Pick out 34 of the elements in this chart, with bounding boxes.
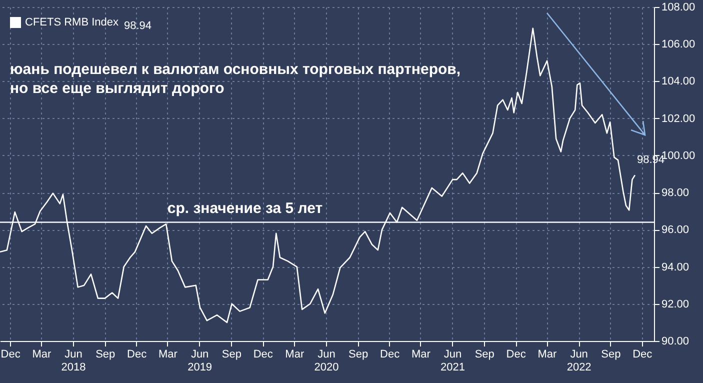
- x-tick-label: Dec: [0, 348, 21, 360]
- y-tick-label: 108.00: [662, 2, 696, 14]
- x-tick-label: Jun 2018: [61, 348, 86, 374]
- x-tick-label: Dec: [127, 348, 148, 360]
- x-tick-label: Dec: [632, 348, 653, 360]
- y-tick-label: 94.00: [662, 261, 690, 274]
- x-tick-label: Dec: [253, 348, 274, 360]
- ref-line-label: ср. значение за 5 лет: [167, 200, 323, 218]
- y-tick-label: 92.00: [662, 298, 690, 310]
- x-tick-label: Dec: [506, 348, 526, 360]
- x-tick-label: Sep: [222, 348, 242, 360]
- x-tick-label: Sep: [474, 348, 494, 360]
- x-tick-label: Mar: [411, 348, 431, 360]
- legend-label: CFETS RMB Index: [25, 16, 120, 28]
- y-tick-label: 90.00: [662, 336, 690, 348]
- x-tick-label: Sep: [348, 348, 368, 360]
- x-tick-label: Sep: [96, 348, 116, 360]
- x-tick-label: Mar: [538, 348, 558, 360]
- x-tick-label: Jun 2019: [188, 348, 212, 374]
- y-tick-label: 104.00: [662, 76, 696, 88]
- y-tick-label: 98.00: [662, 187, 690, 200]
- annotation: юань подешевел к валютам основных торговых партнеров, но все еще выглядит дорого: [10, 61, 461, 97]
- y-tick-label: 96.00: [662, 224, 690, 236]
- x-tick-label: Mar: [32, 348, 52, 360]
- y-tick-label: 106.00: [662, 38, 696, 51]
- text: 98.94: [124, 20, 152, 32]
- x-tick-label: Jun 2021: [440, 348, 466, 374]
- x-tick-label: Sep: [601, 348, 621, 360]
- x-tick-label: Dec: [380, 348, 400, 360]
- x-tick-label: Mar: [158, 348, 178, 360]
- y-tick-label: 102.00: [662, 112, 696, 125]
- x-tick-label: Jun 2020: [314, 348, 339, 374]
- x-tick-label: Mar: [285, 348, 304, 360]
- x-tick-label: Jun 2022: [566, 348, 592, 374]
